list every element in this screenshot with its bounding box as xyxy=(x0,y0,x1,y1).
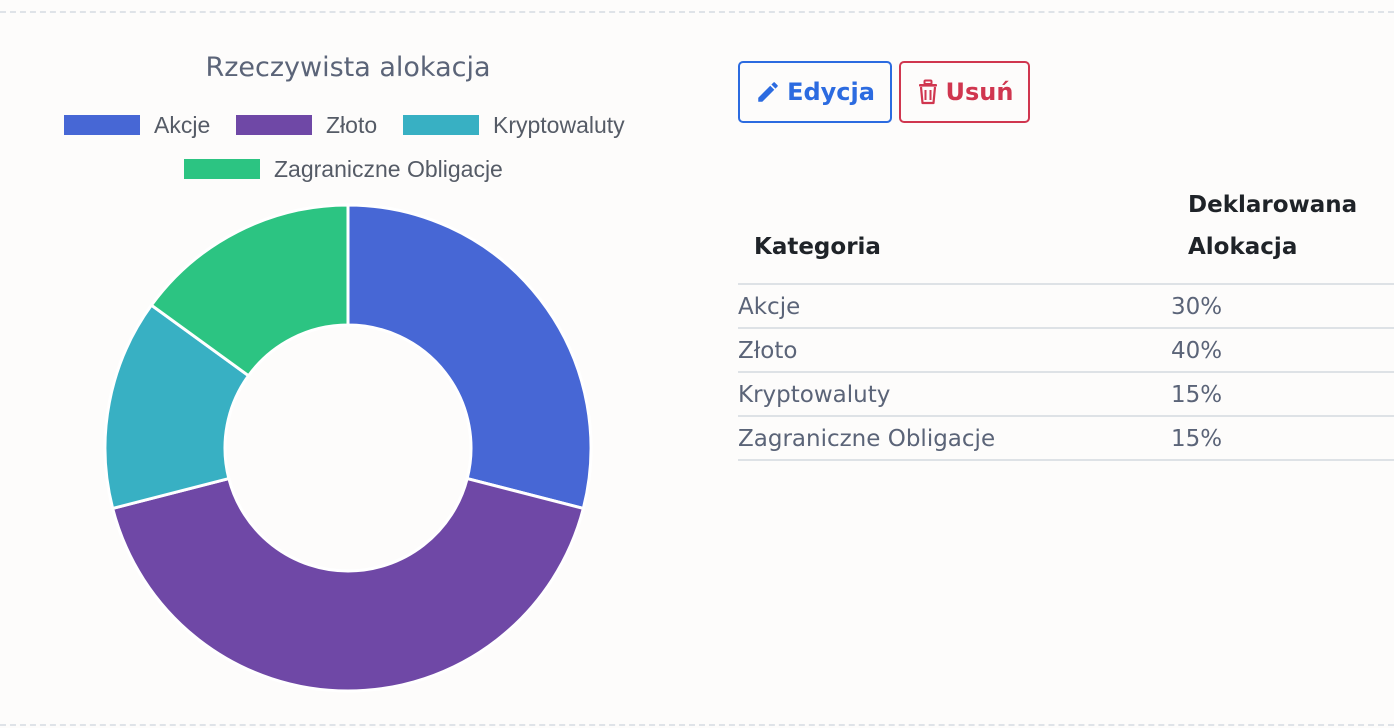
donut-slice-złoto[interactable] xyxy=(110,476,586,693)
legend-swatch xyxy=(236,115,312,135)
table-cell-category: Złoto xyxy=(738,338,798,364)
table-cell-allocation: 40% xyxy=(1171,338,1223,364)
table-header-category: Kategoria xyxy=(754,234,881,260)
legend-item-zagraniczne-obligacje[interactable]: Zagraniczne Obligacje xyxy=(184,155,503,183)
delete-button-label: Usuń xyxy=(945,78,1014,106)
table-cell-category: Kryptowaluty xyxy=(738,382,891,408)
table-row-divider xyxy=(738,327,1394,329)
legend-label: Zagraniczne Obligacje xyxy=(274,155,503,182)
legend-item-akcje[interactable]: Akcje xyxy=(64,111,210,139)
legend-label: Złoto xyxy=(326,111,378,138)
delete-button[interactable]: Usuń xyxy=(899,61,1030,123)
table-row-divider xyxy=(738,415,1394,417)
legend-label: Akcje xyxy=(154,111,211,138)
top-divider xyxy=(0,11,1394,13)
pencil-icon xyxy=(758,82,778,102)
table-header-allocation-line1: Deklarowana xyxy=(1188,192,1358,218)
table-cell-allocation: 30% xyxy=(1171,294,1223,320)
donut-slice-kryptowaluty[interactable] xyxy=(103,303,251,511)
table-row-divider xyxy=(738,371,1394,373)
table-header-allocation: Deklarowana Alokacja xyxy=(1188,184,1357,268)
donut-slice-akcje[interactable] xyxy=(346,203,593,511)
donut-chart xyxy=(103,203,593,693)
legend-item-kryptowaluty[interactable]: Kryptowaluty xyxy=(403,111,625,139)
legend-swatch xyxy=(184,159,260,179)
table-header-allocation-line2: Alokacja xyxy=(1188,234,1298,260)
legend-swatch xyxy=(403,115,479,135)
trash-icon xyxy=(918,79,937,105)
legend-item-zloto[interactable]: Złoto xyxy=(236,111,377,139)
table-cell-allocation: 15% xyxy=(1171,382,1223,408)
legend-swatch xyxy=(64,115,140,135)
donut-slice-zagraniczne-obligacje[interactable] xyxy=(149,203,350,378)
legend-label: Kryptowaluty xyxy=(493,111,625,138)
table-cell-allocation: 15% xyxy=(1171,426,1223,452)
edit-button[interactable]: Edycja xyxy=(738,61,892,123)
chart-title: Rzeczywista alokacja xyxy=(205,52,491,83)
table-row-divider xyxy=(738,459,1394,461)
edit-button-label: Edycja xyxy=(787,78,875,106)
table-header-divider xyxy=(738,283,1394,285)
bottom-divider xyxy=(0,724,1394,726)
table-cell-category: Akcje xyxy=(738,294,801,320)
table-cell-category: Zagraniczne Obligacje xyxy=(738,426,996,452)
